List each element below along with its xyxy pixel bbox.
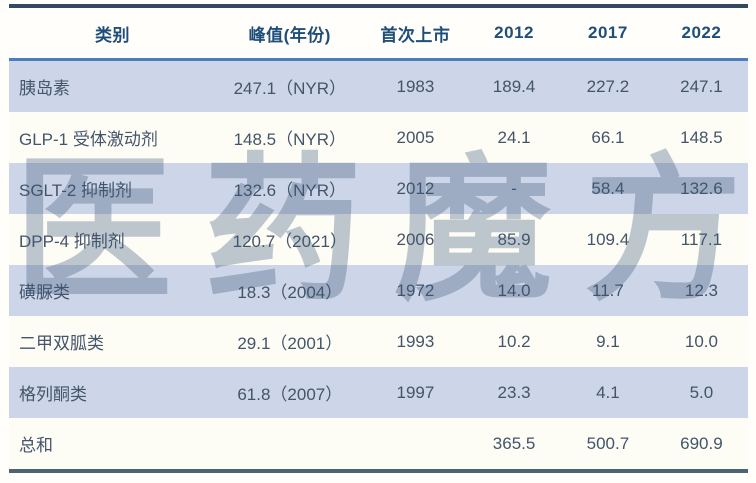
table-row-glitazone: 格列酮类 61.8（2007） 1997 23.3 4.1 5.0 bbox=[9, 367, 748, 418]
cell-2012: 365.5 bbox=[492, 433, 536, 453]
column-header-2022: 2022 bbox=[654, 6, 748, 61]
cell-launch: 1997 bbox=[396, 382, 435, 402]
cell-2017: 9.1 bbox=[596, 331, 620, 351]
cell-2022: 690.9 bbox=[680, 433, 723, 453]
cell-launch: 1972 bbox=[396, 280, 435, 300]
column-header-peak-value-year: 峰值(年份) bbox=[215, 6, 364, 61]
table-row-sulfonylurea: 磺脲类 18.3（2004） 1972 14.0 11.7 12.3 bbox=[9, 265, 748, 316]
cell-2022: 117.1 bbox=[680, 229, 723, 249]
cell-category: 二甲双胍类 bbox=[19, 334, 104, 353]
table-row-glp1: GLP-1 受体激动剂 148.5（NYR） 2005 24.1 66.1 14… bbox=[9, 112, 748, 163]
cell-launch: 2006 bbox=[396, 229, 435, 249]
table-row-insulin: 胰岛素 247.1（NYR） 1983 189.4 227.2 247.1 bbox=[9, 59, 748, 112]
cell-2012: 14.0 bbox=[497, 280, 531, 300]
table-row-metformin: 二甲双胍类 29.1（2001） 1993 10.2 9.1 10.0 bbox=[9, 316, 748, 367]
table-header: 类别 峰值(年份) 首次上市 2012 2017 2022 bbox=[9, 6, 748, 61]
cell-category: SGLT-2 抑制剂 bbox=[19, 181, 133, 200]
cell-2017: 109.4 bbox=[586, 229, 630, 249]
column-header-2017: 2017 bbox=[561, 6, 655, 61]
cell-category: 总和 bbox=[19, 436, 53, 455]
column-header-first-launch: 首次上市 bbox=[363, 6, 468, 61]
cell-2017: 4.1 bbox=[596, 382, 620, 402]
cell-2012: 10.2 bbox=[497, 331, 531, 351]
cell-category: 磺脲类 bbox=[19, 283, 70, 302]
cell-peak: 120.7（2021） bbox=[232, 232, 347, 251]
cell-2012: 23.3 bbox=[497, 382, 531, 402]
cell-2012: - bbox=[511, 178, 517, 198]
table-row-dpp4: DPP-4 抑制剂 120.7（2021） 2006 85.9 109.4 11… bbox=[9, 214, 748, 265]
cell-2022: 148.5 bbox=[680, 127, 723, 147]
cell-2022: 132.6 bbox=[680, 178, 723, 198]
cell-2022: 10.0 bbox=[684, 331, 718, 351]
cell-launch: 1993 bbox=[396, 331, 435, 351]
cell-peak: 18.3（2004） bbox=[237, 283, 343, 302]
table-body: 胰岛素 247.1（NYR） 1983 189.4 227.2 247.1 GL… bbox=[9, 59, 748, 471]
column-header-2012: 2012 bbox=[467, 6, 561, 61]
drug-sales-table-container: 类别 峰值(年份) 首次上市 2012 2017 2022 胰岛素 247.1（… bbox=[9, 4, 748, 473]
cell-2022: 5.0 bbox=[689, 382, 714, 402]
header-row: 类别 峰值(年份) 首次上市 2012 2017 2022 bbox=[9, 6, 748, 61]
cell-peak: 29.1（2001） bbox=[237, 334, 343, 353]
cell-peak: 247.1（NYR） bbox=[233, 79, 347, 98]
cell-2017: 11.7 bbox=[592, 280, 624, 300]
cell-peak: 132.6（NYR） bbox=[233, 181, 347, 200]
table-row-total: 总和 365.5 500.7 690.9 bbox=[9, 418, 748, 471]
cell-2017: 66.1 bbox=[591, 127, 625, 147]
cell-category: DPP-4 抑制剂 bbox=[19, 232, 125, 251]
cell-peak: 148.5（NYR） bbox=[233, 130, 347, 149]
cell-launch: 2005 bbox=[396, 127, 435, 147]
cell-launch: 2012 bbox=[396, 178, 435, 198]
cell-2012: 85.9 bbox=[497, 229, 531, 249]
cell-2022: 12.3 bbox=[684, 280, 718, 300]
table-row-sglt2: SGLT-2 抑制剂 132.6（NYR） 2012 - 58.4 132.6 bbox=[9, 163, 748, 214]
cell-2017: 227.2 bbox=[586, 76, 630, 96]
cell-launch: 1983 bbox=[396, 76, 435, 96]
column-header-category: 类别 bbox=[9, 6, 216, 61]
cell-2017: 58.4 bbox=[591, 178, 625, 198]
cell-category: 格列酮类 bbox=[19, 385, 87, 404]
cell-peak bbox=[216, 418, 364, 471]
cell-launch bbox=[364, 418, 467, 471]
drug-sales-table: 类别 峰值(年份) 首次上市 2012 2017 2022 胰岛素 247.1（… bbox=[9, 4, 748, 473]
cell-peak: 61.8（2007） bbox=[237, 385, 343, 404]
cell-2022: 247.1 bbox=[680, 76, 723, 96]
cell-2012: 24.1 bbox=[497, 127, 531, 147]
cell-2012: 189.4 bbox=[492, 76, 536, 96]
cell-2017: 500.7 bbox=[586, 433, 630, 453]
cell-category: 胰岛素 bbox=[19, 79, 70, 98]
cell-category: GLP-1 受体激动剂 bbox=[19, 130, 158, 149]
